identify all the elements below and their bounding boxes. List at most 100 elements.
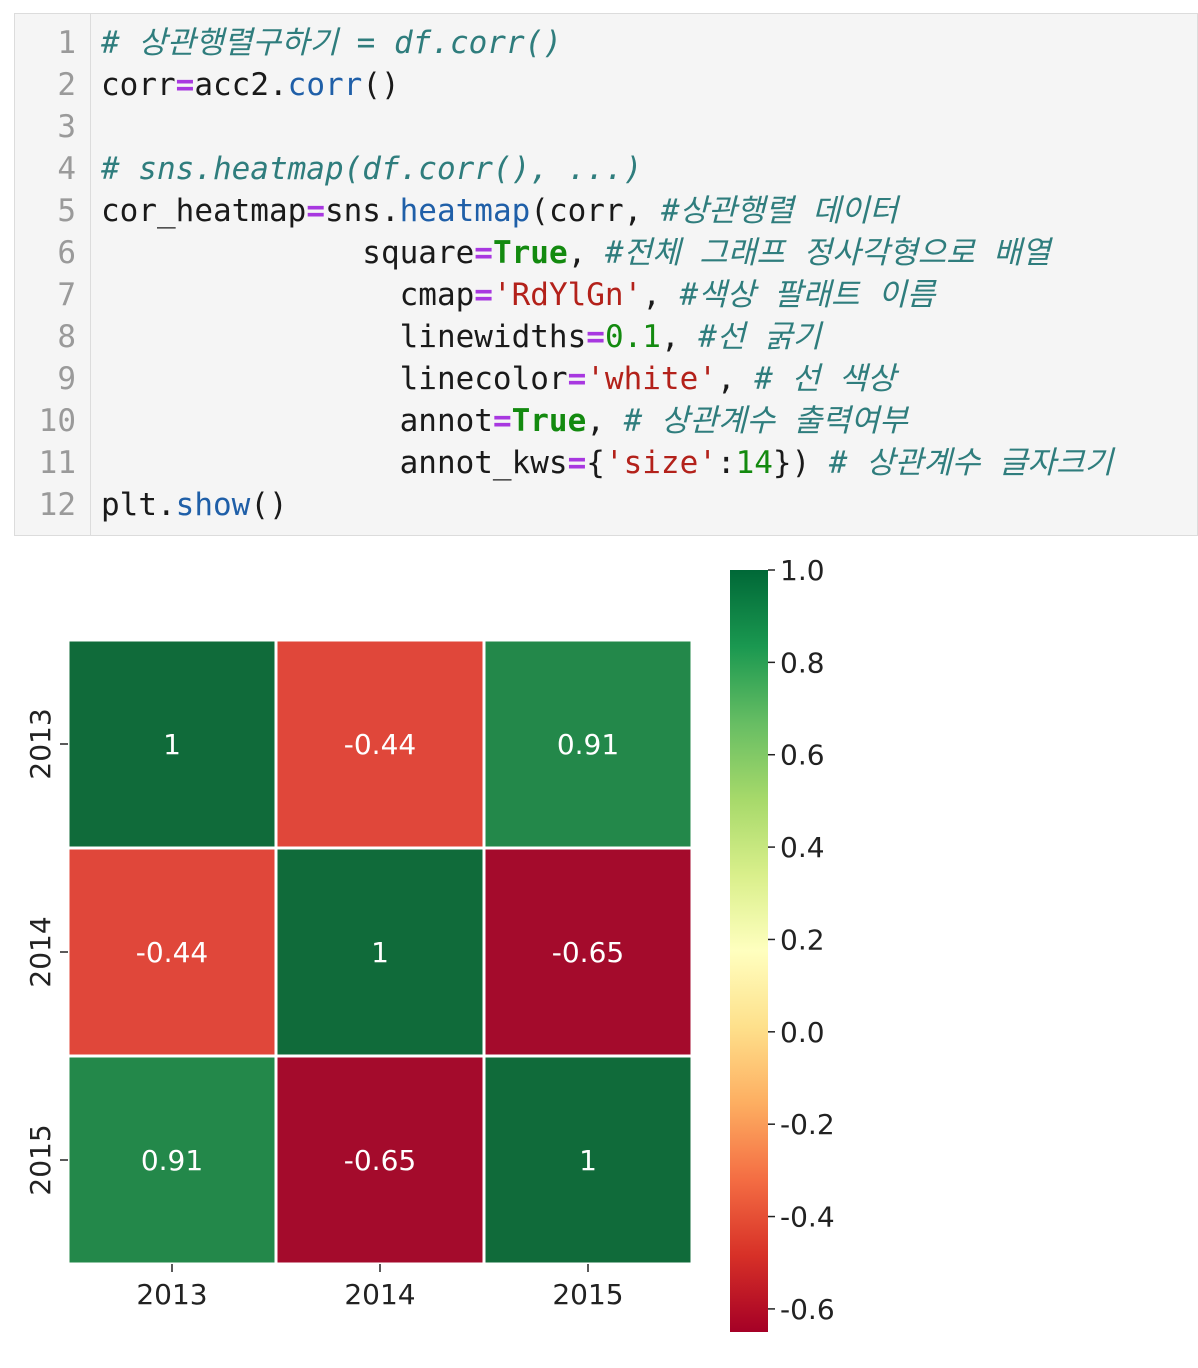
code-line: square=True, #전체 그래프 정사각형으로 배열	[101, 232, 1050, 274]
correlation-heatmap: 1 -0.44 0.91 -0.44 1 -0.65 0.91 -0.65 1 2013 2014…	[24, 554, 835, 1332]
code-token: plt.	[101, 487, 176, 523]
code-token: # sns.heatmap(df.corr(), ...)	[101, 151, 643, 187]
code-token: #전체 그래프 정사각형으로 배열	[604, 235, 1051, 271]
line-number: 6	[57, 235, 76, 271]
colorbar-tick-label: 1.0	[780, 554, 825, 587]
cell-annotation: 1	[163, 728, 181, 761]
code-token: ,	[660, 319, 699, 355]
code-token: 14	[735, 445, 773, 481]
x-tick-label: 2014	[344, 1278, 415, 1311]
code-token: corr	[287, 67, 363, 103]
heatmap-annotations: 1 -0.44 0.91 -0.44 1 -0.65 0.91 -0.65 1	[136, 728, 624, 1177]
colorbar-tick-label: -0.2	[780, 1108, 835, 1141]
code-token: =	[492, 403, 512, 439]
code-token: #선 굵기	[698, 319, 822, 355]
code-token: cor_heatmap	[101, 193, 307, 229]
y-tick-label: 2013	[24, 708, 57, 779]
code-line: cmap='RdYlGn', #색상 팔래트 이름	[101, 274, 936, 316]
code-token: annot_kws	[101, 445, 568, 481]
heatmap-cell	[482, 846, 694, 1058]
code-line: corr=acc2.corr()	[101, 64, 400, 106]
line-number: 11	[38, 445, 76, 481]
code-token: annot	[101, 403, 493, 439]
line-number: 4	[57, 151, 76, 187]
line-number: 2	[57, 67, 76, 103]
code-token: =	[306, 193, 325, 229]
y-tick-label: 2014	[24, 916, 57, 987]
heatmap-cell	[482, 1054, 694, 1266]
x-axis-ticks: 2013 2014 2015	[136, 1264, 624, 1311]
heatmap-cell	[66, 846, 278, 1058]
cell-annotation: -0.65	[344, 1144, 416, 1177]
code-token: True	[511, 403, 587, 439]
heatmap-cell	[274, 1054, 486, 1266]
code-token: True	[492, 235, 568, 271]
colorbar-tick-label: 0.2	[780, 923, 825, 956]
line-number: 3	[57, 109, 76, 145]
colorbar-tick-label: 0.6	[780, 739, 825, 772]
cell-annotation: -0.44	[344, 728, 416, 761]
code-token: =	[175, 67, 195, 103]
code-token: show	[175, 487, 251, 523]
line-number: 1	[57, 25, 76, 61]
code-token: # 상관계수 출력여부	[623, 403, 908, 439]
code-token: # 선 색상	[754, 361, 896, 397]
code-token: ,	[586, 403, 624, 439]
code-line: annot_kws={'size':14}) # 상관계수 글자크기	[101, 442, 1113, 484]
y-axis-ticks: 2013 2014 2015	[24, 708, 68, 1196]
code-token: =	[586, 319, 605, 355]
code-token: =	[567, 445, 587, 481]
code-token: 'white'	[586, 361, 717, 397]
heatmap-cell	[274, 846, 486, 1058]
code-token: # 상관계수 글자크기	[828, 445, 1114, 481]
code-token: =	[567, 361, 587, 397]
colorbar: 1.0 0.8 0.6 0.4 0.2 0.0 -0.2 -0.4 -0.6	[730, 554, 835, 1332]
line-number: 7	[57, 277, 76, 313]
cell-annotation: 0.91	[141, 1144, 203, 1177]
line-number: 12	[38, 487, 76, 523]
cell-annotation: 0.91	[557, 728, 619, 761]
code-token: corr	[101, 67, 176, 103]
cell-annotation: 1	[371, 936, 389, 969]
colorbar-gradient	[730, 570, 768, 1332]
line-number: 9	[57, 361, 76, 397]
code-token: sns.	[324, 193, 400, 229]
code-token: ,	[642, 277, 680, 313]
code-token: ()	[250, 487, 288, 523]
code-token: linecolor	[101, 361, 568, 397]
code-token: ()	[362, 67, 400, 103]
code-line: annot=True, # 상관계수 출력여부	[101, 400, 908, 442]
code-token: =	[474, 235, 493, 271]
code-token: #색상 팔래트 이름	[679, 277, 936, 313]
code-line: cor_heatmap=sns.heatmap(corr, #상관행렬 데이터	[101, 190, 898, 232]
code-token: 'size'	[604, 445, 717, 481]
code-token: (corr,	[530, 193, 661, 229]
code-token: linewidths	[101, 319, 587, 355]
line-number: 5	[57, 193, 76, 229]
code-line: linecolor='white', # 선 색상	[101, 358, 896, 400]
code-cell[interactable]: 1 2 3 4 5 6 7 8 9 10 11 12 # 상관행렬구하기 = df.corr() cor…	[14, 13, 1198, 536]
cell-annotation: -0.44	[136, 936, 208, 969]
code-token: 0.1	[604, 319, 661, 355]
code-token: # 상관행렬구하기 = df.corr()	[101, 25, 562, 61]
code-token: acc2.	[194, 67, 288, 103]
colorbar-tick-label: 0.0	[780, 1016, 825, 1049]
code-line: plt.show()	[101, 484, 288, 526]
x-tick-label: 2013	[136, 1278, 207, 1311]
code-token: square	[101, 235, 475, 271]
y-tick-label: 2015	[24, 1124, 57, 1195]
colorbar-tick-label: 0.4	[780, 831, 825, 864]
code-line: # sns.heatmap(df.corr(), ...)	[101, 148, 642, 190]
colorbar-tick-label: -0.6	[780, 1293, 835, 1326]
code-line: # 상관행렬구하기 = df.corr()	[101, 22, 562, 64]
line-number: 8	[57, 319, 76, 355]
code-token: {	[586, 445, 605, 481]
colorbar-tick-label: 0.8	[780, 646, 825, 679]
cell-annotation: -0.65	[552, 936, 624, 969]
line-number-gutter: 1 2 3 4 5 6 7 8 9 10 11 12	[15, 14, 91, 535]
code-token: cmap	[101, 277, 475, 313]
x-tick-label: 2015	[552, 1278, 623, 1311]
cell-annotation: 1	[579, 1144, 597, 1177]
code-token: :	[716, 445, 736, 481]
code-token: })	[772, 445, 829, 481]
